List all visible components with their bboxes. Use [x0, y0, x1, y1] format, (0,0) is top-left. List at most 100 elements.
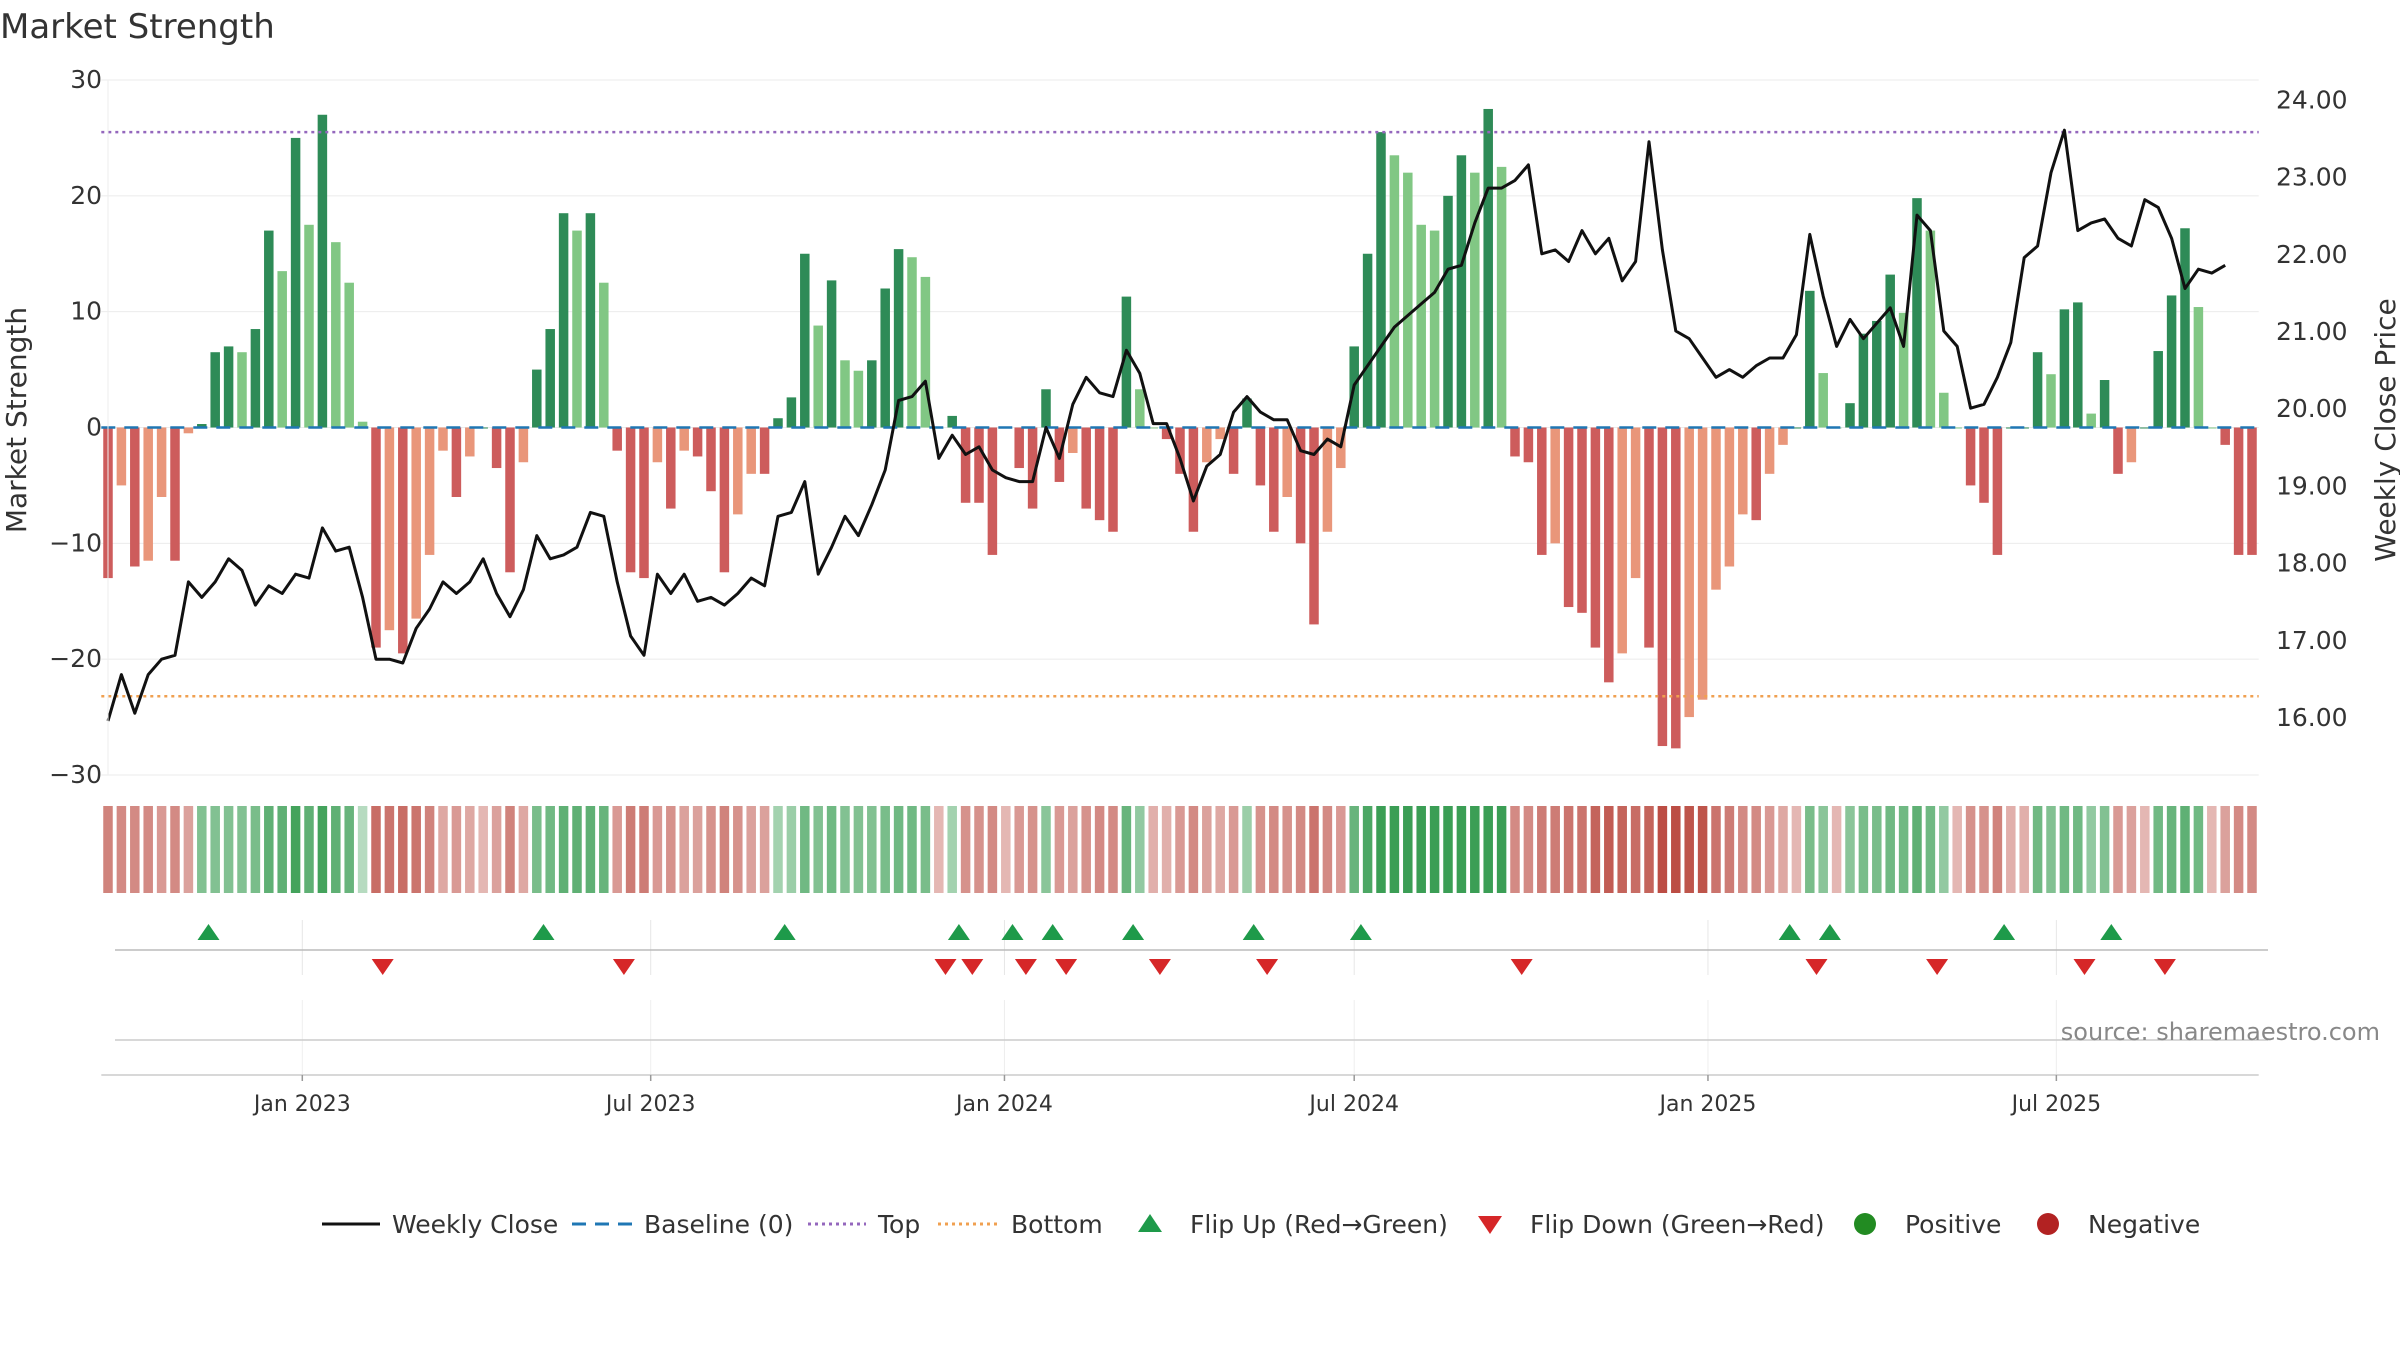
- heat-band-cell: [1135, 806, 1145, 893]
- heat-band-cell: [1805, 806, 1815, 893]
- heat-band-cell: [197, 806, 207, 893]
- strength-bar: [1041, 389, 1051, 428]
- right-tick-label: 16.00: [2276, 703, 2348, 732]
- strength-bar: [612, 427, 622, 451]
- legend-item-flip-up: Flip Up (Red→Green): [1138, 1210, 1448, 1239]
- heat-band-cell: [947, 806, 957, 893]
- strength-bar: [1537, 427, 1547, 555]
- heat-band-cell: [733, 806, 743, 893]
- legend-item-flip-down: Flip Down (Green→Red): [1478, 1210, 1825, 1239]
- heat-band-cell: [1161, 806, 1172, 893]
- flip-down-marker: [612, 959, 635, 975]
- strength-bar: [840, 360, 850, 428]
- heat-band-cell: [1282, 806, 1292, 893]
- heat-band-cell: [1751, 806, 1761, 893]
- heat-band-cell: [1215, 806, 1225, 893]
- heat-band-cell: [1724, 806, 1735, 893]
- heat-band-cell: [1872, 806, 1882, 893]
- x-tick-label: Jan 2024: [954, 1092, 1053, 1117]
- heat-band-cell: [1094, 806, 1105, 893]
- x-tick-label: Jul 2023: [604, 1092, 696, 1117]
- x-tick-label: Jan 2025: [1658, 1092, 1757, 1117]
- heat-band-cell: [344, 806, 354, 893]
- strength-bar: [1604, 427, 1614, 683]
- heat-band-cell: [438, 806, 448, 893]
- heat-band-cell: [1121, 806, 1132, 893]
- flip-up-marker: [1818, 924, 1841, 940]
- strength-bar: [692, 427, 703, 457]
- strength-bar: [1617, 427, 1627, 654]
- strength-bar: [1295, 427, 1306, 544]
- heat-band-cell: [746, 806, 756, 893]
- flip-up-marker: [1349, 924, 1372, 940]
- heat-band-cell: [1041, 806, 1051, 893]
- strength-bar: [1805, 290, 1815, 428]
- heat-band-cell: [773, 806, 783, 893]
- heat-band-cell: [1496, 806, 1507, 893]
- strength-bar: [1175, 427, 1185, 474]
- strength-bar: [1590, 427, 1601, 648]
- strength-bar: [1081, 427, 1091, 509]
- heat-band-cell: [1550, 806, 1560, 893]
- heat-band-cell: [960, 806, 971, 893]
- strength-bar: [2046, 374, 2056, 428]
- flip-up-marker: [197, 924, 220, 940]
- flip-up-marker: [1122, 924, 1145, 940]
- heat-band-cell: [2059, 806, 2070, 893]
- strength-bar: [304, 224, 314, 428]
- x-tick-label: Jan 2023: [252, 1092, 351, 1117]
- strength-bar: [2086, 413, 2096, 428]
- strength-bar: [2207, 427, 2217, 429]
- right-tick-label: 21.00: [2276, 317, 2348, 346]
- strength-bar: [1389, 155, 1400, 428]
- heat-band-cell: [2046, 806, 2056, 893]
- legend-swatch: [1478, 1216, 1502, 1234]
- left-tick-label: 10: [70, 297, 102, 326]
- strength-bar: [183, 427, 194, 434]
- heat-band-cell: [478, 806, 488, 893]
- legend: Weekly Close Baseline (0) Top Bottom Flip Up…: [322, 1210, 2200, 1239]
- heat-band-cell: [1778, 806, 1788, 893]
- heat-band-cell: [1845, 806, 1855, 893]
- strength-bar: [130, 427, 140, 567]
- heat-band-cell: [156, 806, 167, 893]
- left-tick-label: −10: [49, 528, 102, 557]
- strength-bar: [465, 427, 475, 457]
- heat-band-cell: [2193, 806, 2204, 893]
- heat-band-cell: [1054, 806, 1065, 893]
- heat-band-cell: [2113, 806, 2123, 893]
- strength-bar: [1858, 333, 1869, 428]
- heat-band-cell: [599, 806, 609, 893]
- heat-band-cell: [572, 806, 582, 893]
- strength-bar: [558, 213, 569, 428]
- heat-band-cell: [692, 806, 703, 893]
- flip-up-marker: [947, 924, 970, 940]
- heat-band-cell: [223, 806, 234, 893]
- strength-bar: [2180, 228, 2190, 428]
- heat-band-cell: [1403, 806, 1413, 893]
- strength-bar: [424, 427, 435, 555]
- axes: 30 20 10 0 −10 −20 −30 24.00 23.00 22.00 21.00 20.0…: [49, 65, 2347, 1117]
- heat-band-cell: [1644, 806, 1654, 893]
- heat-band-cell: [250, 806, 261, 893]
- heat-band-cell: [625, 806, 636, 893]
- heat-band-cell: [893, 806, 904, 893]
- strength-bar: [625, 427, 636, 573]
- strength-bar: [1885, 274, 1895, 428]
- strength-bar: [1523, 427, 1534, 463]
- strength-bar: [585, 213, 596, 428]
- heat-band-cell: [813, 806, 823, 893]
- strength-bar: [1657, 427, 1668, 747]
- strength-bar: [853, 370, 864, 428]
- heat-band-cell: [1965, 806, 1976, 893]
- heat-band-cell: [1992, 806, 2003, 893]
- strength-bar: [1510, 427, 1520, 457]
- strength-bar: [1778, 427, 1788, 445]
- strength-bar: [1979, 427, 1989, 503]
- strength-bar: [237, 352, 247, 428]
- heat-band-cell: [1577, 806, 1587, 893]
- heat-band-cell: [558, 806, 569, 893]
- left-tick-label: −20: [49, 644, 102, 673]
- heat-band-cell: [840, 806, 850, 893]
